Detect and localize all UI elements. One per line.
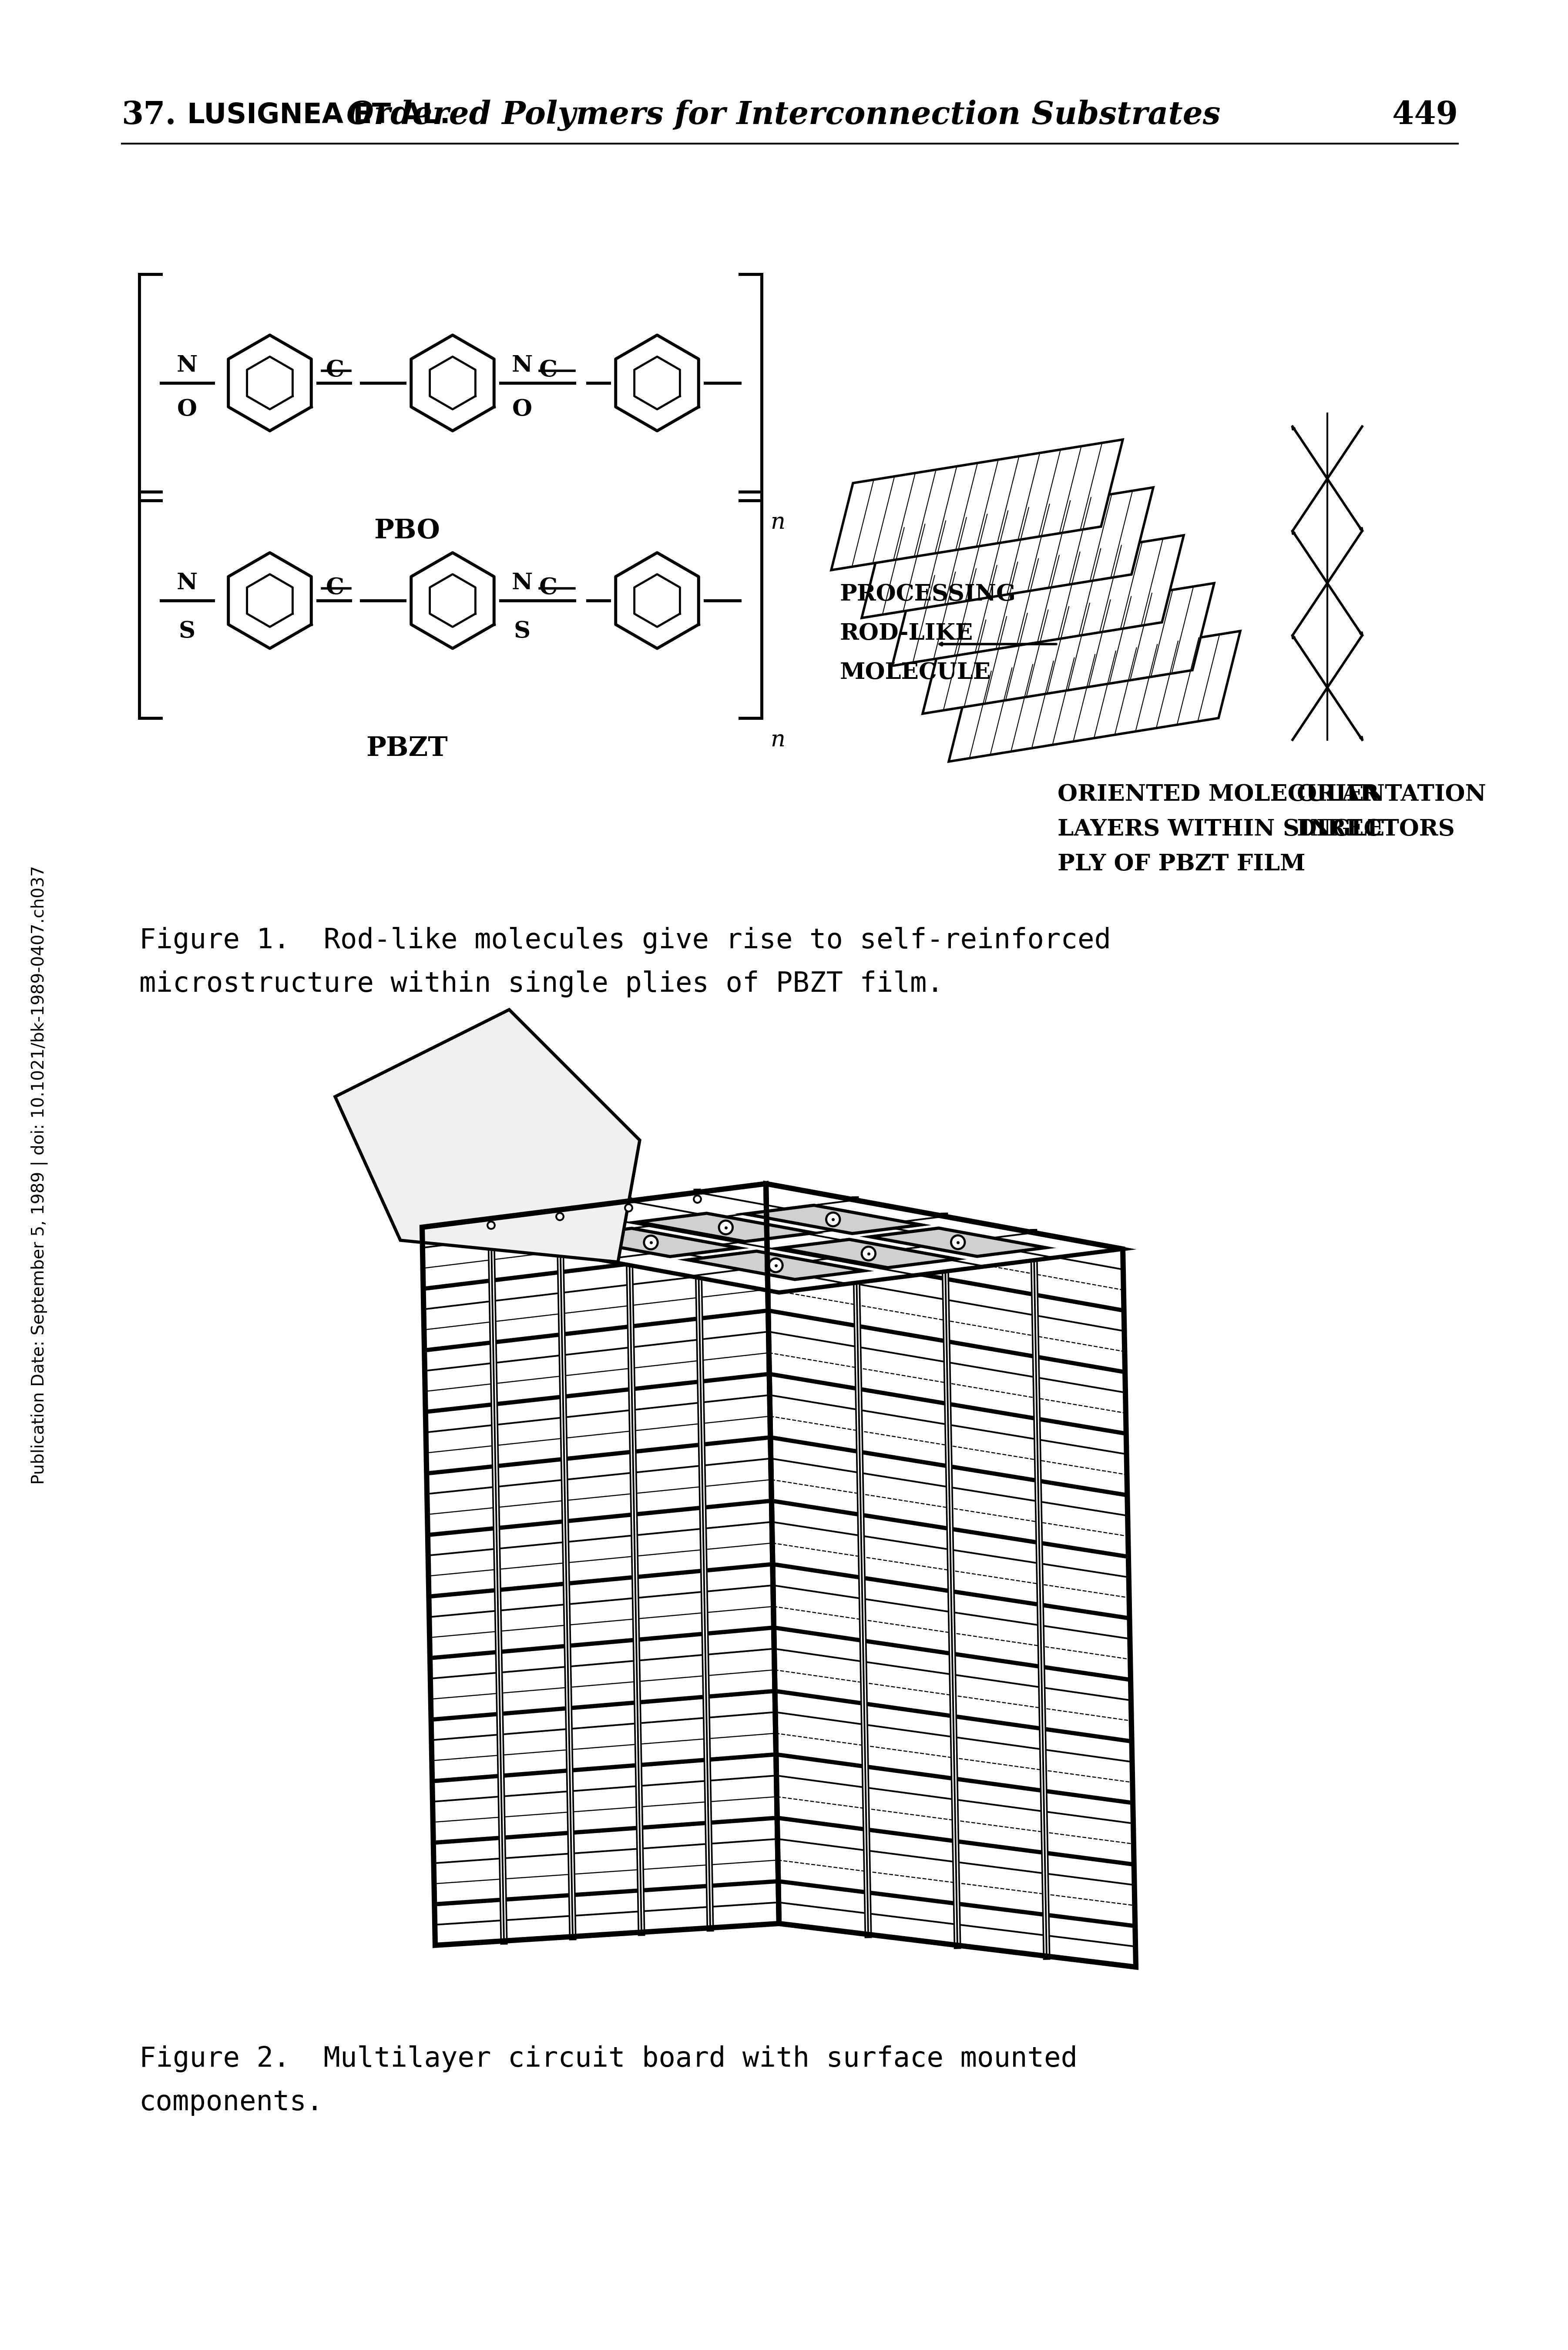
Polygon shape <box>892 536 1184 665</box>
Text: Figure 1.  Rod-like molecules give rise to self-reinforced: Figure 1. Rod-like molecules give rise t… <box>140 926 1112 954</box>
Text: PROCESSING: PROCESSING <box>840 583 1016 606</box>
Polygon shape <box>638 1213 814 1241</box>
Text: Figure 2.  Multilayer circuit board with surface mounted: Figure 2. Multilayer circuit board with … <box>140 2044 1077 2073</box>
Text: components.: components. <box>140 2089 323 2115</box>
Polygon shape <box>870 1229 1046 1257</box>
Text: Ordered Polymers for Interconnection Substrates: Ordered Polymers for Interconnection Sub… <box>347 99 1220 132</box>
Polygon shape <box>422 1184 1123 1292</box>
Text: O: O <box>177 397 198 421</box>
Polygon shape <box>781 1238 956 1267</box>
Text: C: C <box>539 576 558 599</box>
Text: 449: 449 <box>1392 101 1458 132</box>
Circle shape <box>644 1236 657 1250</box>
Text: ORIENTATION: ORIENTATION <box>1297 783 1486 806</box>
Text: ROD-LIKE: ROD-LIKE <box>840 623 974 644</box>
Circle shape <box>952 1236 964 1250</box>
Text: C: C <box>326 576 345 599</box>
Text: N: N <box>177 355 198 376</box>
Text: Publication Date: September 5, 1989 | doi: 10.1021/bk-1989-0407.ch037: Publication Date: September 5, 1989 | do… <box>30 865 47 1485</box>
Text: LAYERS WITHIN SINGLE: LAYERS WITHIN SINGLE <box>1057 818 1385 841</box>
Polygon shape <box>949 632 1240 761</box>
Text: PBZT: PBZT <box>365 736 448 761</box>
Circle shape <box>862 1248 875 1260</box>
Text: N: N <box>511 571 533 595</box>
Text: n: n <box>770 512 786 533</box>
Text: 37.: 37. <box>122 101 177 132</box>
Polygon shape <box>563 1229 739 1257</box>
Circle shape <box>826 1213 840 1227</box>
Polygon shape <box>745 1206 920 1234</box>
Text: S: S <box>514 620 530 642</box>
Text: S: S <box>179 620 196 642</box>
Text: ORIENTED MOLECULAR: ORIENTED MOLECULAR <box>1057 783 1378 806</box>
Text: LUSIGNEA ET AL.: LUSIGNEA ET AL. <box>187 101 450 129</box>
Circle shape <box>720 1220 732 1234</box>
Text: microstructure within single plies of PBZT film.: microstructure within single plies of PB… <box>140 971 944 996</box>
Polygon shape <box>688 1250 864 1278</box>
Text: PLY OF PBZT FILM: PLY OF PBZT FILM <box>1057 853 1306 874</box>
Polygon shape <box>922 583 1214 714</box>
Text: n: n <box>770 728 786 752</box>
Circle shape <box>768 1260 782 1271</box>
Polygon shape <box>336 1010 640 1262</box>
Text: C: C <box>539 360 558 381</box>
Text: C: C <box>326 360 345 381</box>
Polygon shape <box>862 486 1152 618</box>
Text: O: O <box>513 397 532 421</box>
Polygon shape <box>831 439 1123 571</box>
Text: DIRECTORS: DIRECTORS <box>1297 818 1455 841</box>
Text: N: N <box>177 571 198 595</box>
Text: N: N <box>511 355 533 376</box>
Text: MOLECULE: MOLECULE <box>840 660 991 684</box>
Text: PBO: PBO <box>373 517 441 543</box>
